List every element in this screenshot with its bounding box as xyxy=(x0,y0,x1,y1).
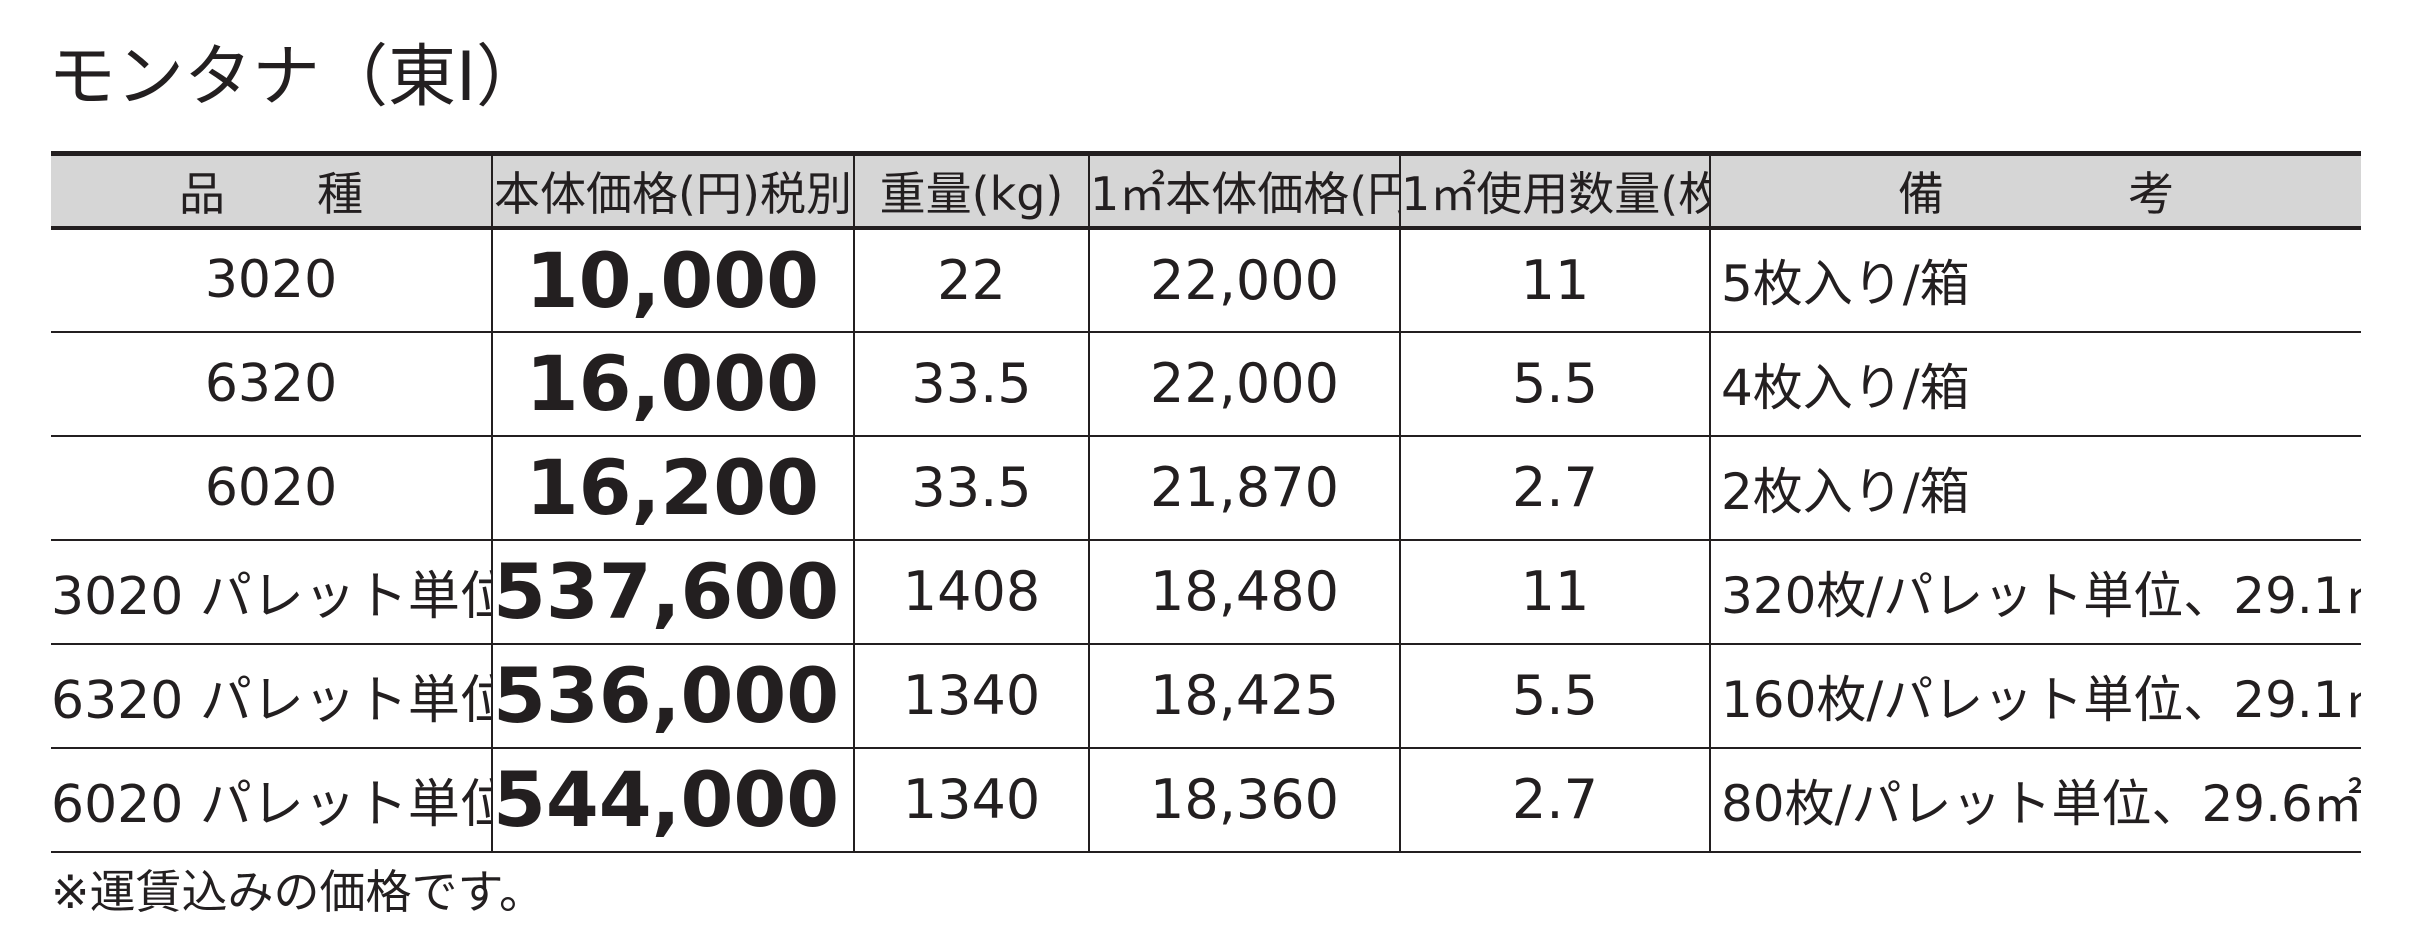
header-cell: 1㎡使用数量(枚) xyxy=(1399,153,1710,228)
table-cell: 2.7 xyxy=(1399,435,1710,540)
table-cell: 3020 xyxy=(204,250,338,310)
table-cell: 5枚入り/箱 xyxy=(1709,227,2361,332)
title: モンタナ（東Ⅰ） xyxy=(48,38,545,117)
table-cell: 6320 パレット単位 xyxy=(51,671,492,731)
table-cell: 3020 パレット単位 xyxy=(51,567,492,627)
table-cell: 21,870 xyxy=(1088,435,1400,540)
table-header: 品 種 本体価格(円)税別 重量(kg) 1㎡本体価格(円) 1㎡使用数量(枚) 備 考 xyxy=(51,153,2361,228)
table-cell: 1408 xyxy=(853,539,1089,644)
table-cell: 18,425 xyxy=(1088,643,1400,748)
table-cell: 22,000 xyxy=(1088,331,1400,436)
table-cell: 22,000 xyxy=(1088,227,1400,332)
header-cell: 本体価格(円)税別 xyxy=(491,153,854,228)
table-cell: 5.5 xyxy=(1399,643,1710,748)
price-table: 品 種本体価格(円)税別 重量(kg) 1㎡本体価格(円) 1㎡使用数量(枚) 備 考 … xyxy=(51,151,2361,853)
table-cell: 537,600 xyxy=(491,539,854,644)
table-row: 6320 パレット単位 536,000 1340 18,425 5.5 160枚/パレット… xyxy=(51,643,2361,748)
table-cell: 16,000 xyxy=(491,331,854,436)
table-body: 3020 10,000 22 22,000 11 5枚入り/箱 6320 16,000 33.5… xyxy=(51,227,2361,852)
table-cell: 6320 xyxy=(204,353,338,414)
header-row: 品 種 本体価格(円)税別 重量(kg) 1㎡本体価格(円) 1㎡使用数量(枚) 備 考 xyxy=(51,153,2361,228)
table-row: 3020 パレット単位 537,600 1408 18,480 11 320枚/パレット単… xyxy=(51,539,2361,644)
table-cell: 1340 xyxy=(853,643,1089,748)
table-cell: 16,200 xyxy=(491,435,854,540)
table-row: 6020 パレット単位 544,000 1340 18,360 2.7 80枚/パレット単… xyxy=(51,747,2361,852)
table-cell: 5.5 xyxy=(1399,331,1710,436)
header-cell: 重量(kg) xyxy=(853,153,1089,228)
table-cell: 18,360 xyxy=(1088,747,1400,852)
table-cell: 160枚/パレット単位、29.1㎡ xyxy=(1709,643,2361,748)
table-cell: 10,000 xyxy=(491,227,854,332)
header-cell: 品 種 xyxy=(179,166,363,221)
table-cell: 536,000 xyxy=(491,643,854,748)
table-row: 6320 16,000 33.5 22,000 5.5 4枚入り/箱 xyxy=(51,331,2361,436)
table-row: 6020 16,200 33.5 21,870 2.7 2枚入り/箱 xyxy=(51,435,2361,540)
table-cell: 80枚/パレット単位、29.6㎡ xyxy=(1709,747,2361,852)
table-row: 3020 10,000 22 22,000 11 5枚入り/箱 xyxy=(51,227,2361,332)
table-cell: 544,000 xyxy=(491,747,854,852)
table-cell: 18,480 xyxy=(1088,539,1400,644)
table-cell: 2枚入り/箱 xyxy=(1709,435,2361,540)
table-cell: 320枚/パレット単位、29.1㎡ xyxy=(1709,539,2361,644)
table-cell: 2.7 xyxy=(1399,747,1710,852)
table-cell: 33.5 xyxy=(853,331,1089,436)
header-cell: 1㎡本体価格(円) xyxy=(1088,153,1400,228)
table-cell: 11 xyxy=(1399,227,1710,332)
table-cell: 1340 xyxy=(853,747,1089,852)
table-cell: 4枚入り/箱 xyxy=(1709,331,2361,436)
header-cell: 備 考 xyxy=(1709,153,2361,228)
table-cell: 33.5 xyxy=(853,435,1089,540)
table-cell: 22 xyxy=(853,227,1089,332)
note: ※運賃込みの価格です。 xyxy=(51,865,545,919)
table-cell: 6020 xyxy=(204,457,338,518)
table-cell: 6020 パレット単位 xyxy=(51,775,492,835)
table-cell: 11 xyxy=(1399,539,1710,644)
